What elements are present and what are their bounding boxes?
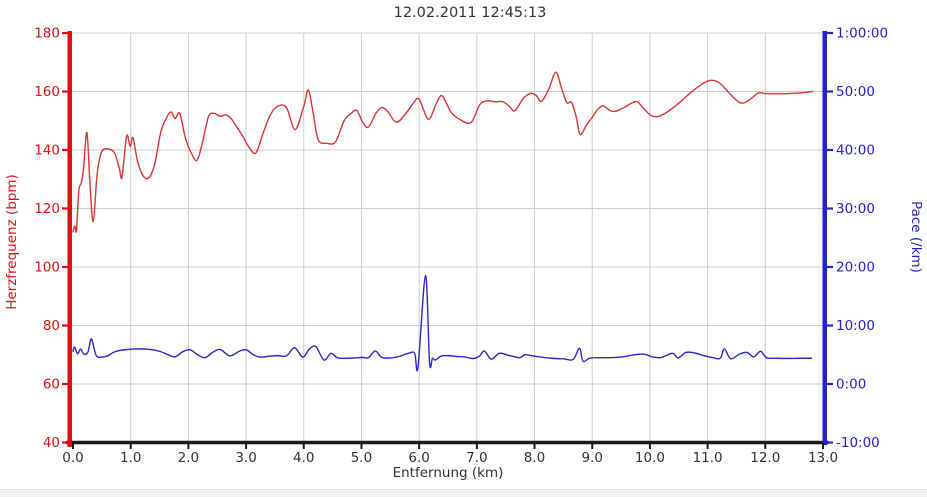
x-axis-tick-label: 1.0	[120, 450, 141, 466]
x-axis-tick-label: 4.0	[293, 450, 314, 466]
footer-bar	[0, 489, 927, 497]
left-axis-tick-label: 140	[34, 143, 60, 159]
plot-area: 40 60 80 100 120 140 160 180 -10:00 0:00 10:00 20:0…	[34, 26, 888, 467]
chart-title: 12.02.2011 12:45:13	[394, 5, 547, 21]
x-axis-tick-label: 5.0	[351, 450, 372, 466]
right-axis-tick-label: 1:00:00	[836, 26, 888, 42]
x-axis-tick-label: 2.0	[178, 450, 199, 466]
left-axis-tick-label: 40	[43, 435, 60, 451]
pace-line	[72, 275, 813, 372]
x-axis-tick-label: 0.0	[62, 450, 83, 466]
heart-rate-line	[72, 71, 814, 233]
right-axis-tick-label: 20:00	[836, 260, 875, 276]
right-axis-title: Pace (/km)	[908, 201, 924, 273]
right-axis-tick-label: 50:00	[836, 84, 875, 100]
x-axis-tick-label: 3.0	[235, 450, 256, 466]
left-axis-tick-label: 80	[43, 318, 60, 334]
right-axis-tick-label: 30:00	[836, 201, 875, 217]
x-axis-tick-label: 13.0	[808, 450, 838, 466]
left-axis-tick-label: 160	[34, 84, 60, 100]
x-axis-tick-label: 7.0	[466, 450, 487, 466]
x-axis-tick-label: 6.0	[408, 450, 429, 466]
x-axis-tick-label: 8.0	[524, 450, 545, 466]
x-axis-tick-label: 10.0	[635, 450, 665, 466]
right-axis-tick-label: -10:00	[836, 435, 880, 451]
left-axis-tick-label: 100	[34, 260, 60, 276]
x-axis-tick-label: 12.0	[750, 450, 780, 466]
x-axis-title: Entfernung (km)	[393, 465, 504, 481]
left-axis-tick-label: 60	[43, 377, 60, 393]
left-axis-title: Herzfrequenz (bpm)	[4, 174, 20, 310]
left-axis-tick-label: 120	[34, 201, 60, 217]
left-axis-tick-label: 180	[34, 26, 60, 42]
x-axis-tick-label: 11.0	[693, 450, 723, 466]
right-axis-tick-label: 40:00	[836, 143, 875, 159]
x-axis-tick-label: 9.0	[581, 450, 602, 466]
right-axis-tick-label: 0:00	[836, 377, 866, 393]
right-axis-tick-label: 10:00	[836, 318, 875, 334]
